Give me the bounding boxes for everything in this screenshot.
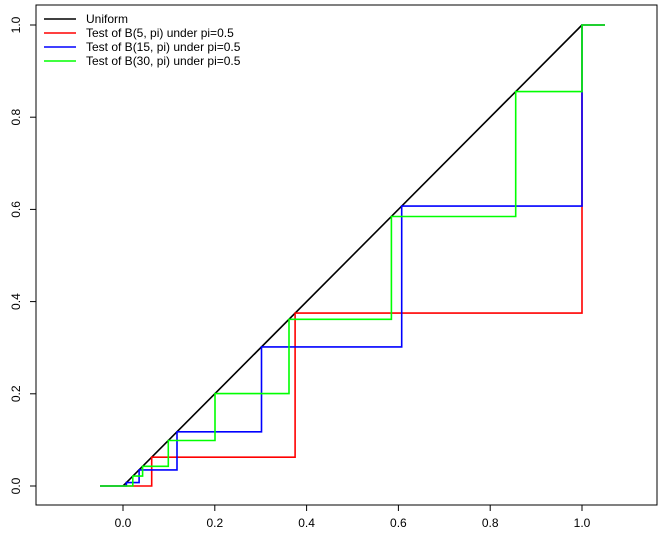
x-tick-label: 0.2: [206, 516, 223, 530]
y-tick-label: 0.8: [9, 109, 23, 126]
series-layer: [100, 24, 605, 487]
plot-frame: [35, 4, 658, 506]
y-tick-label: 0.6: [9, 201, 23, 218]
y-tick-label: 1.0: [9, 16, 23, 33]
series-line-3: [100, 24, 605, 487]
series-line-0: [122, 24, 583, 487]
y-tick-label: 0.2: [9, 385, 23, 402]
legend-label-2: Test of B(15, pi) under pi=0.5: [86, 40, 241, 54]
x-tick-label: 0.6: [390, 516, 407, 530]
y-axis: 0.0 0.2 0.4 0.6 0.8 1.0: [9, 16, 37, 494]
x-tick-label: 0.0: [115, 516, 132, 530]
y-tick-label: 0.0: [9, 477, 23, 494]
x-tick-label: 0.8: [482, 516, 499, 530]
legend-label-0: Uniform: [86, 12, 128, 26]
legend-label-3: Test of B(30, pi) under pi=0.5: [86, 54, 241, 68]
x-tick-label: 0.4: [298, 516, 315, 530]
y-tick-label: 0.4: [9, 293, 23, 310]
legend-label-1: Test of B(5, pi) under pi=0.5: [86, 26, 234, 40]
series-line-2: [100, 24, 605, 487]
x-tick-label: 1.0: [574, 516, 591, 530]
x-axis: 0.0 0.2 0.4 0.6 0.8 1.0: [115, 504, 591, 530]
